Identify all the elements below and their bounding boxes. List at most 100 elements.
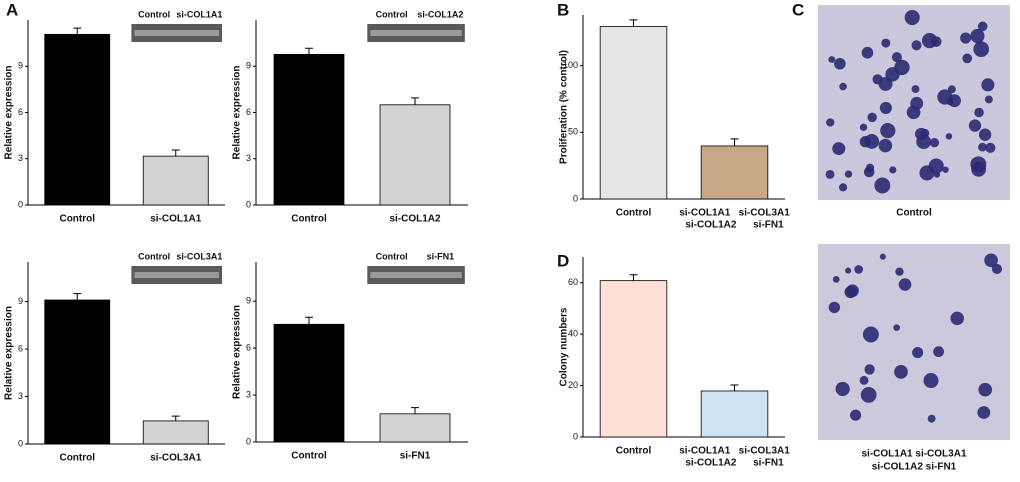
colony [960,32,972,44]
y-tick-label: 0 [18,438,23,448]
colony [898,278,912,291]
y-axis-label: Relative expression [232,305,243,399]
x-tick-label: Control [616,446,652,457]
y-axis-label: Relative expression [4,306,15,400]
colony [947,85,956,94]
panel-letter: A [6,0,18,19]
x-tick-label: si-COL1A1 si-COL3A1 [679,446,790,457]
colony [828,56,836,63]
colony [893,324,900,331]
colony [867,112,877,123]
colony [832,142,846,156]
x-tick-label: Control [291,214,327,225]
colony [977,21,988,32]
colony [977,406,991,419]
blot-label: Control [138,9,170,19]
y-tick-label: 0 [18,199,23,209]
bar [142,155,209,206]
error-bar [730,384,739,391]
x-tick-label: si-COL3A1 [150,453,202,464]
y-tick-label: 3 [18,153,23,163]
y-axis-label: Relative expression [232,66,243,160]
y-axis-label: Proliferation (% control) [559,50,570,164]
colony [894,365,908,379]
colony [832,275,840,283]
colony [920,128,930,138]
error-bar [171,415,180,421]
colony [880,122,896,139]
y-tick-label: 0 [246,436,251,446]
colony [834,57,846,70]
colony [970,156,987,173]
colony [826,118,835,127]
y-tick-label: 3 [246,153,251,163]
colony [864,364,875,375]
colony [862,326,879,343]
error-bar [411,407,419,414]
colony [844,286,857,299]
bar [44,299,111,445]
error-bar [171,149,180,157]
blot-band [134,272,220,278]
colony [968,119,982,132]
colony [895,267,904,276]
y-tick-label: 0 [573,193,578,203]
colony [889,166,897,174]
colony [911,85,920,94]
colony [859,123,868,132]
bar [142,420,209,445]
colony [962,53,973,64]
colony [881,38,891,48]
y-axis-label: Relative expression [4,66,15,160]
colony [854,265,864,274]
colony [984,95,993,104]
y-tick-label: 3 [18,391,23,401]
x-tick-label: si-COL1A2 si-FN1 [685,220,784,231]
colony [978,382,993,397]
bar [599,280,668,438]
error-bar [730,138,739,146]
x-tick-label: Control [59,453,95,464]
caption: si-COL1A2 si-FN1 [872,462,957,473]
y-tick-label: 20 [568,380,578,390]
panel-letter: D [557,251,569,270]
blot-label: Control [138,251,170,261]
colony [912,347,924,359]
bar [379,104,451,206]
colony [985,142,996,153]
bar [599,26,668,200]
colony [894,59,910,76]
error-bar [629,274,638,281]
y-tick-label: 100 [563,60,578,70]
bar [700,145,769,200]
colony-dish [818,244,1010,440]
colony [850,409,862,421]
caption: Control [896,208,932,219]
colony [904,9,920,26]
colony [927,414,936,423]
colony [878,76,893,91]
x-tick-label: si-COL1A2 si-FN1 [685,458,784,469]
y-tick-label: 50 [568,127,578,137]
colony [942,166,949,173]
colony [929,137,940,148]
colony [981,78,995,92]
error-bar [411,97,419,105]
error-bar [629,19,638,27]
y-axis-label: Colony numbers [559,307,570,386]
colony [828,301,841,314]
colony [923,373,939,389]
panel-letter: B [557,0,569,19]
y-tick-label: 6 [246,342,251,352]
colony [933,346,945,358]
colony [906,105,921,120]
colony [950,311,964,326]
panel-letter: C [792,0,804,19]
x-tick-label: si-COL1A1 si-COL3A1 [679,208,790,219]
y-tick-label: 9 [246,296,251,306]
colony [859,375,869,385]
blot-label: si-COL1A2 [417,9,463,19]
blot-label: si-COL1A1 [176,9,222,19]
colony [835,381,850,397]
